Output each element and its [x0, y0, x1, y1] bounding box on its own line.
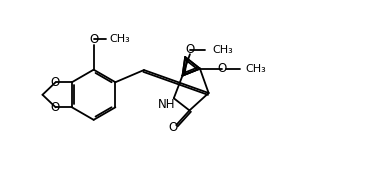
Text: O: O [51, 76, 60, 89]
Text: O: O [89, 32, 98, 46]
Text: O: O [186, 43, 195, 56]
Text: O: O [169, 121, 178, 134]
Text: O: O [217, 62, 227, 75]
Text: CH₃: CH₃ [212, 45, 233, 55]
Text: CH₃: CH₃ [110, 34, 130, 44]
Text: NH: NH [157, 98, 175, 111]
Text: O: O [51, 101, 60, 114]
Text: CH₃: CH₃ [245, 64, 266, 74]
